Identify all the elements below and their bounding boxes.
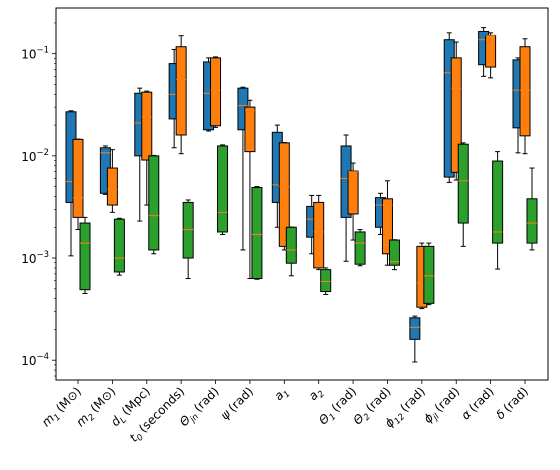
x-tick-label: ψ(rad): [218, 384, 256, 422]
box: [388, 239, 400, 266]
x-label-subscript: 1: [52, 412, 63, 423]
y-tick-base: 10: [21, 354, 36, 368]
x-label-unit: (rad): [363, 384, 394, 415]
box: [106, 167, 118, 206]
x-label-unit: (rad): [432, 384, 463, 415]
x-label-unit: (rad): [501, 384, 532, 415]
x-label-subscript: 1: [328, 412, 339, 423]
box: [409, 317, 421, 340]
y-tick-exponent: −4: [36, 352, 49, 362]
box: [285, 226, 297, 264]
y-tick-label: 10−1: [21, 46, 49, 62]
box: [141, 91, 153, 161]
box: [492, 160, 504, 244]
box: [210, 57, 222, 127]
box: [79, 222, 91, 291]
box: [485, 34, 497, 68]
box: [278, 142, 290, 247]
y-tick-exponent: −3: [36, 250, 49, 260]
x-label-subscript: 1: [282, 389, 293, 400]
box: [182, 201, 194, 259]
x-label-subscript: 2: [87, 412, 98, 423]
y-tick-base: 10: [21, 252, 36, 266]
x-label-subscript: 2: [316, 389, 327, 400]
x-label-subscript: L: [118, 415, 129, 426]
x-label-subscript: jl: [431, 412, 443, 424]
box: [244, 106, 256, 153]
x-tick-label: ϕjl(rad): [421, 384, 465, 428]
box: [423, 245, 435, 304]
x-label-unit: (M⊙): [53, 384, 84, 415]
y-tick-base: 10: [21, 150, 36, 164]
y-tick-label: 10−3: [21, 250, 49, 266]
box: [450, 57, 462, 173]
box: [347, 170, 359, 215]
box: [526, 198, 538, 244]
box: [217, 145, 229, 233]
box: [354, 231, 366, 265]
x-label-unit: (rad): [329, 384, 360, 415]
y-tick-exponent: −2: [36, 148, 49, 158]
box: [457, 143, 469, 224]
box: [72, 138, 84, 218]
x-label-unit: (M⊙): [88, 384, 119, 415]
x-tick-label: α(rad): [458, 384, 496, 422]
x-label-unit: (rad): [397, 384, 428, 415]
x-label-subscript: 0: [135, 433, 146, 444]
x-label-unit: (rad): [191, 384, 222, 415]
box: [320, 269, 332, 293]
plot-frame: [55, 7, 549, 381]
x-label-subscript: 2: [362, 412, 373, 423]
y-tick-base: 10: [21, 48, 36, 62]
y-tick-exponent: −1: [36, 46, 49, 56]
box: [148, 155, 160, 251]
x-label-unit: (rad): [466, 384, 497, 415]
box: [519, 46, 531, 137]
y-tick-label: 10−2: [21, 148, 49, 164]
box: [113, 218, 125, 273]
box: [175, 46, 187, 136]
box: [251, 187, 263, 280]
box: [381, 198, 393, 255]
x-tick-label: δ(rad): [493, 384, 531, 422]
box: [313, 201, 325, 269]
x-tick-label: a1: [271, 384, 292, 405]
y-tick-label: 10−4: [21, 352, 49, 368]
x-tick-label: a2: [306, 384, 327, 405]
x-label-unit: (rad): [225, 384, 256, 415]
